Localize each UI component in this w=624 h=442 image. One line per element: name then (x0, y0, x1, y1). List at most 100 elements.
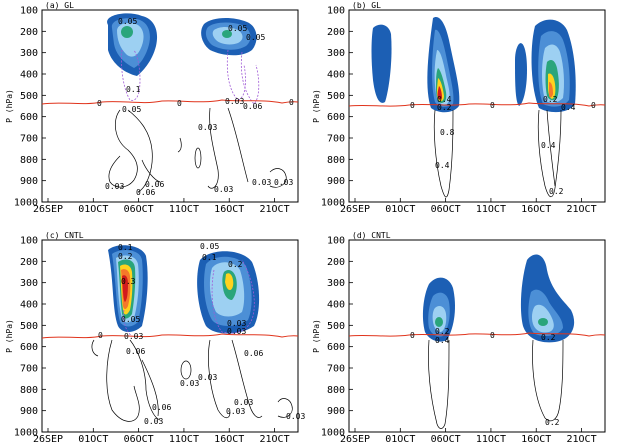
x-tick-label: 06OCT (431, 434, 461, 442)
x-tick-label: 11OCT (169, 434, 199, 442)
contour-label: 0.05 (121, 315, 140, 324)
contour-label: 0.03 (144, 417, 163, 426)
y-tick-label: 600 (327, 112, 345, 123)
y-axis-label: P (hPa) (5, 89, 14, 123)
contour-label: 0.06 (145, 180, 164, 189)
y-tick-label: 800 (20, 155, 38, 166)
contour-label: 0 (410, 101, 415, 110)
field-fill (371, 16, 576, 113)
contour-label: 0.06 (136, 188, 155, 197)
y-tick-label: 400 (327, 300, 345, 311)
y-tick-label: 500 (327, 321, 345, 332)
contour-label: 0 (289, 98, 294, 107)
contour-label: 0.03 (180, 379, 199, 388)
contour-label: 0.03 (274, 178, 293, 187)
contour-label: 0.2 (543, 95, 558, 104)
y-tick-label: 500 (20, 91, 38, 102)
contour-label: 0 (410, 331, 415, 340)
contour-label: 0 (490, 331, 495, 340)
contour-label: 0 (177, 99, 182, 108)
purple-contours (123, 259, 255, 337)
x-tick-label: 21OCT (566, 434, 596, 442)
zero-line (41, 99, 299, 105)
contour-label: 0.2 (228, 260, 243, 269)
contour-label: 0.2 (118, 252, 133, 261)
x-tick-label: 26SEP (340, 434, 370, 442)
x-tick-label: 21OCT (566, 204, 596, 215)
x-tick-label: 26SEP (33, 204, 63, 215)
contour-label: 0.03 (124, 332, 143, 341)
y-tick-label: 300 (20, 48, 38, 59)
contour-label: 0.06 (244, 349, 263, 358)
y-tick-label: 700 (327, 364, 345, 375)
contour-label: 0.4 (437, 95, 452, 104)
y-tick-label: 100 (20, 236, 38, 247)
contour-label: 0.03 (225, 97, 244, 106)
contour-label: 0.2 (541, 333, 556, 342)
contour-label: 0.06 (243, 102, 262, 111)
panel-c: (c) CNTL (5, 231, 305, 442)
contour-label: 0.05 (246, 33, 265, 42)
y-tick-label: 1000 (14, 428, 38, 439)
y-tick-label: 500 (327, 91, 345, 102)
contour-label: 0.03 (252, 178, 271, 187)
y-tick-label: 700 (327, 134, 345, 145)
y-tick-label: 400 (20, 300, 38, 311)
field-fill (108, 245, 260, 334)
panel-b: (b) GL 0 0 0 0.4 0.2 (312, 1, 606, 215)
x-tick-label: 16OCT (521, 434, 551, 442)
x-tick-label: 16OCT (521, 204, 551, 215)
contour-label: 0.2 (549, 187, 564, 196)
contour-label: 0.1 (118, 243, 133, 252)
contour-label: 0 (490, 101, 495, 110)
contour-label: 0 (591, 101, 596, 110)
x-tick-label: 16OCT (214, 204, 244, 215)
y-axis-label: P (hPa) (312, 319, 321, 353)
contour-label: 0.05 (200, 242, 219, 251)
y-tick-label: 300 (327, 48, 345, 59)
y-tick-label: 900 (20, 176, 38, 187)
x-tick-label: 06OCT (124, 434, 154, 442)
black-contours (108, 107, 287, 193)
x-tick-label: 21OCT (259, 204, 289, 215)
contour-label: 0.03 (227, 319, 246, 328)
contour-label: 0.06 (152, 403, 171, 412)
contour-label: 0 (97, 99, 102, 108)
x-tick-label: 21OCT (259, 434, 289, 442)
panel-d: (d) CNTL 0.2 0.4 0.2 0 0 0.2 100 200 300 40… (312, 231, 606, 442)
y-tick-label: 800 (20, 385, 38, 396)
y-tick-label: 1000 (14, 198, 38, 209)
contour-label: 0.03 (227, 327, 246, 336)
y-tick-label: 900 (327, 406, 345, 417)
contour-label: 0.4 (541, 141, 556, 150)
contour-label: 0.03 (234, 398, 253, 407)
y-tick-label: 200 (327, 257, 345, 268)
y-tick-label: 900 (20, 406, 38, 417)
y-tick-label: 200 (327, 27, 345, 38)
x-tick-label: 01OCT (385, 204, 415, 215)
contour-label: 0.4 (561, 103, 576, 112)
y-tick-label: 300 (20, 278, 38, 289)
panel-title: (a) GL (45, 1, 74, 10)
black-contours (91, 339, 293, 422)
black-contours (428, 339, 564, 429)
zero-line (348, 102, 606, 107)
x-tick-label: 06OCT (431, 204, 461, 215)
y-axis-label: P (hPa) (312, 89, 321, 123)
x-tick-label: 11OCT (476, 434, 506, 442)
x-tick-label: 01OCT (385, 434, 415, 442)
contour-labels: 0.05 0.1 0.05 0.05 0 0 0 0.03 0.03 0.06 … (97, 17, 294, 197)
field-fill (422, 254, 575, 343)
contour-label: 0.03 (226, 407, 245, 416)
x-tick-label: 26SEP (340, 204, 370, 215)
y-tick-label: 800 (327, 385, 345, 396)
plot-frame (41, 9, 299, 203)
y-axis-label: P (hPa) (5, 319, 14, 353)
y-tick-label: 200 (20, 27, 38, 38)
purple-contours (121, 49, 260, 105)
panel-title: (b) GL (352, 1, 381, 10)
contour-labels: 0.1 0.2 0.3 0.05 0.03 0 0.06 0.05 0.1 0.… (98, 242, 305, 426)
contour-label: 0.1 (202, 253, 217, 262)
contour-label: 0.1 (126, 85, 141, 94)
contour-label: 0.4 (435, 161, 450, 170)
